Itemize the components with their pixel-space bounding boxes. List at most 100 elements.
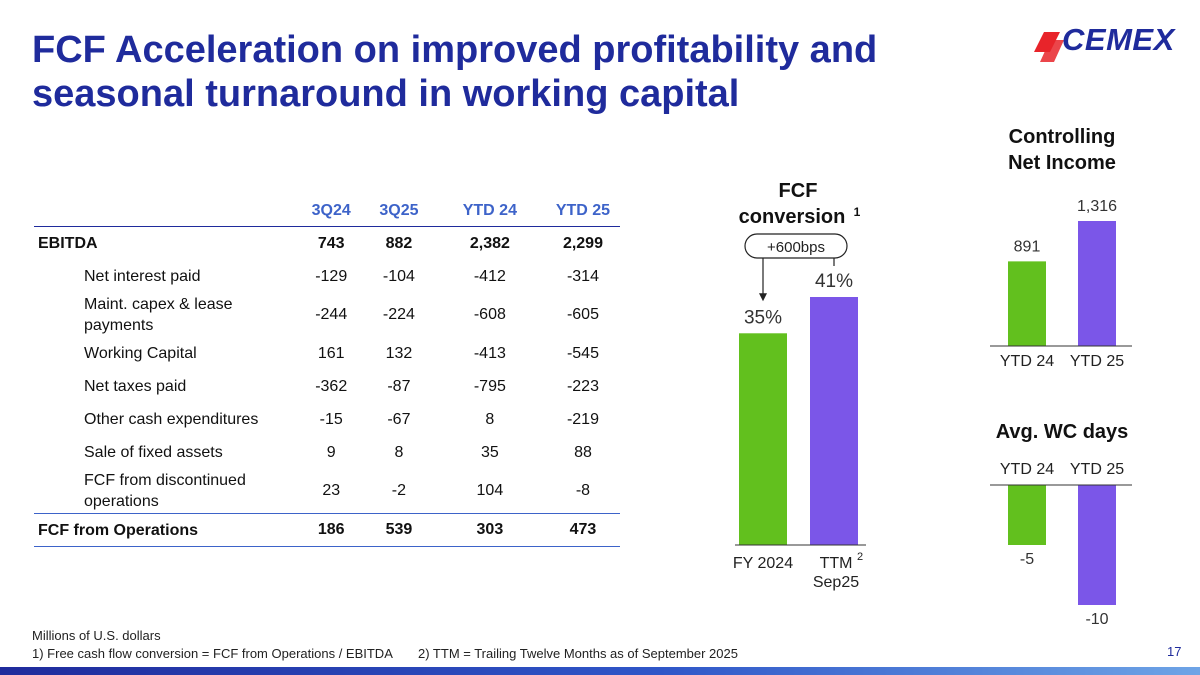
- table-row: Working Capital 161 132 -413 -545: [34, 337, 620, 370]
- chart-title-superscript: 1: [854, 205, 861, 219]
- data-label: 35%: [744, 307, 782, 328]
- cell: 186: [298, 513, 365, 547]
- wc-days-chart: Avg. WC days -5 YTD 24 -10 YTD 25: [990, 421, 1132, 628]
- cell: -314: [566, 267, 599, 285]
- bottom-brand-bar: [0, 667, 1200, 675]
- tick-label: TTM: [820, 555, 853, 572]
- cell: 743: [317, 234, 345, 252]
- bar: [1078, 485, 1116, 605]
- cell: -362: [315, 377, 348, 395]
- cell: -608: [473, 306, 506, 323]
- table-row: EBITDA 743 882 2,382 2,299: [34, 227, 620, 261]
- table-row: Sale of fixed assets 9 8 35 88: [34, 436, 620, 469]
- chart-title: Net Income: [1008, 152, 1116, 174]
- table-row: Maint. capex & lease payments -244 -224 …: [34, 293, 620, 337]
- cell: 35: [480, 443, 499, 461]
- data-label: 1,316: [1077, 198, 1117, 215]
- cell: 2,382: [469, 234, 510, 252]
- footnote-1: 1) Free cash flow conversion = FCF from …: [32, 646, 393, 661]
- bar: [739, 333, 787, 545]
- footnote-2: 2) TTM = Trailing Twelve Months as of Se…: [418, 646, 738, 661]
- logo-text: CEMEX: [1062, 22, 1175, 57]
- bar: [1008, 261, 1046, 346]
- cell: -87: [387, 377, 411, 395]
- bar: [1078, 221, 1116, 346]
- chart-title: conversion: [739, 206, 846, 228]
- cell: 8: [485, 410, 495, 428]
- cell: 303: [433, 513, 546, 547]
- row-label: Net taxes paid: [84, 378, 187, 395]
- cell: 161: [317, 344, 345, 362]
- row-label: Net interest paid: [84, 268, 201, 285]
- row-label: Working Capital: [84, 345, 197, 362]
- cell: -8: [575, 482, 591, 499]
- cell: 104: [476, 482, 504, 499]
- row-label: EBITDA: [38, 235, 98, 252]
- data-label: 41%: [815, 271, 853, 292]
- tick-label: YTD 25: [1070, 353, 1124, 370]
- page-title: FCF Acceleration on improved profitabili…: [32, 29, 878, 115]
- cell: -412: [473, 267, 506, 285]
- page-number: 17: [1167, 644, 1182, 659]
- cell: -15: [319, 410, 343, 428]
- cell: 2,299: [562, 234, 603, 252]
- data-label: -5: [1020, 551, 1034, 568]
- cell: 88: [574, 443, 592, 461]
- fcf-table: 3Q24 3Q25 YTD 24 YTD 25 EBITDA 743 882 2…: [34, 196, 620, 547]
- row-label: Sale of fixed assets: [84, 444, 223, 461]
- row-label: Other cash expenditures: [84, 411, 259, 428]
- cell: 9: [326, 443, 336, 461]
- col-header: YTD 25: [545, 196, 620, 227]
- chart-title: FCF: [779, 180, 818, 202]
- table-row-total: FCF from Operations 186 539 303 473: [34, 513, 620, 547]
- cell: 132: [385, 344, 413, 362]
- cell: 23: [322, 482, 341, 499]
- tick-label: YTD 24: [1000, 353, 1054, 370]
- tick-label: YTD 24: [1000, 461, 1054, 478]
- row-label: FCF from discontinued operations: [84, 472, 246, 510]
- table-header-blank: [34, 196, 299, 227]
- cell: -219: [566, 410, 599, 428]
- cell: 539: [364, 513, 434, 547]
- tick-label: FY 2024: [733, 555, 793, 572]
- cell: 882: [385, 234, 413, 252]
- cell: -2: [391, 482, 407, 499]
- bar: [810, 297, 858, 545]
- col-header: 3Q25: [364, 196, 434, 227]
- cell: -67: [387, 410, 411, 428]
- cell: -605: [566, 306, 599, 323]
- tick-label: YTD 25: [1070, 461, 1124, 478]
- fcf-conversion-chart: FCF conversion 1 35% 41% FY 2024 TTM 2 Sep25 +600…: [733, 180, 866, 591]
- data-label: 891: [1014, 238, 1041, 255]
- cell: 8: [394, 443, 404, 461]
- cell: -795: [473, 377, 506, 395]
- annotation-text: +600bps: [767, 239, 825, 256]
- cell: -244: [315, 306, 348, 323]
- data-label: -10: [1085, 611, 1108, 628]
- chart-title: Controlling: [1009, 126, 1116, 148]
- tick-label: Sep25: [813, 574, 859, 591]
- col-header: YTD 24: [433, 196, 546, 227]
- footnote-units: Millions of U.S. dollars: [32, 628, 161, 643]
- col-header: 3Q24: [298, 196, 365, 227]
- cell: -413: [473, 344, 506, 362]
- cell: -224: [382, 306, 415, 323]
- row-label: Maint. capex & lease payments: [84, 296, 233, 334]
- table-row: FCF from discontinued operations 23 -2 1…: [34, 469, 620, 514]
- arrow-down-icon: [759, 293, 767, 302]
- net-income-chart: Controlling Net Income 891 YTD 24 1,316 YTD 2…: [990, 126, 1132, 370]
- table-row: Other cash expenditures -15 -67 8 -219: [34, 403, 620, 436]
- table-row: Net taxes paid -362 -87 -795 -223: [34, 370, 620, 403]
- cemex-logo-icon: [1034, 32, 1064, 62]
- row-label: FCF from Operations: [34, 513, 299, 547]
- cell: -223: [566, 377, 599, 395]
- tick-label-superscript: 2: [857, 551, 863, 563]
- annotation-pill: [744, 233, 848, 259]
- table-header-row: 3Q24 3Q25 YTD 24 YTD 25: [34, 196, 620, 227]
- cell: 473: [545, 513, 620, 547]
- cell: -104: [382, 267, 415, 285]
- cell: -545: [566, 344, 599, 362]
- chart-title: Avg. WC days: [996, 421, 1129, 443]
- table-row: Net interest paid -129 -104 -412 -314: [34, 260, 620, 293]
